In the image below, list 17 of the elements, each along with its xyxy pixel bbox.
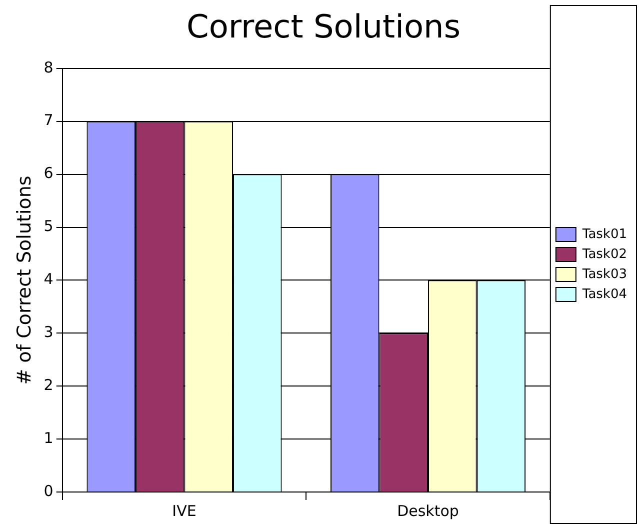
legend-label: Task02 [581,246,628,262]
x-tick-label: Desktop [397,502,459,520]
y-tick-label: 3 [44,323,54,342]
y-tick-label: 5 [44,217,54,236]
y-tick-label: 6 [44,164,54,182]
chart-title: Correct Solutions [186,8,460,46]
y-tick-label: 2 [44,376,54,394]
x-tick-label: IVE [172,502,196,520]
y-axis-title: # of Correct Solutions [13,176,36,385]
legend-label: Task03 [581,266,628,282]
y-tick-label: 8 [44,58,54,76]
legend-label: Task01 [581,226,628,242]
y-tick-label: 4 [44,270,54,288]
y-tick-label: 7 [44,111,54,130]
legend-label: Task04 [581,286,628,302]
y-tick-label: 0 [44,482,54,500]
y-tick-label: 1 [44,428,54,447]
